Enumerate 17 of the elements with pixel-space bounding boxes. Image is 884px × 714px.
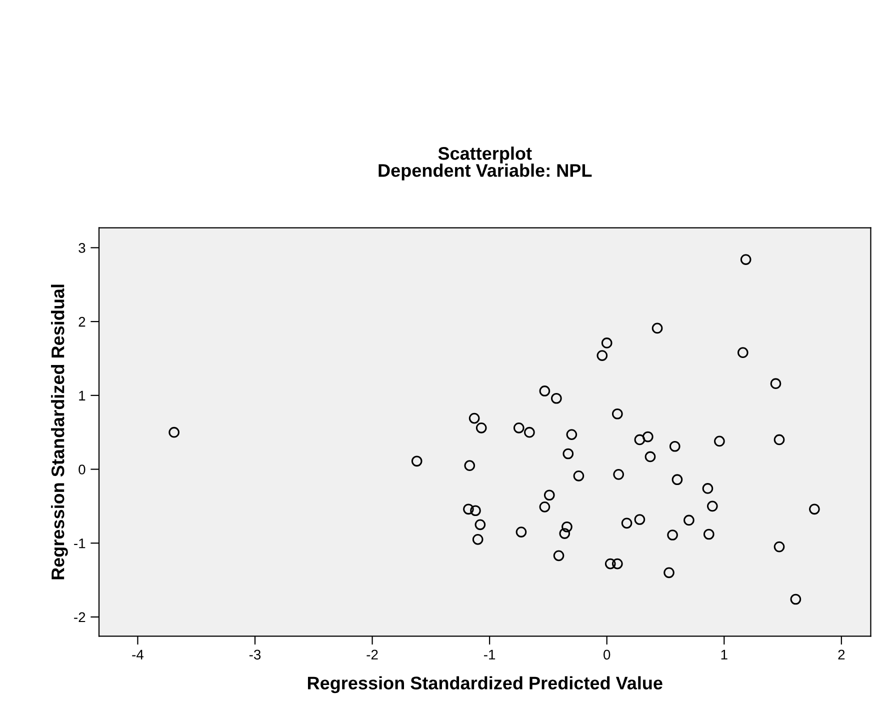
- y-tick-label: 1: [79, 390, 86, 400]
- x-tick-label: 1: [721, 650, 728, 660]
- x-tick-label: 2: [838, 650, 845, 660]
- chart-title: Scatterplot: [438, 146, 532, 164]
- x-axis-title: Regression Standardized Predicted Value: [308, 676, 662, 694]
- y-tick-label: 0: [78, 464, 86, 474]
- x-tick-label: -2: [366, 650, 378, 660]
- y-tick-label: 2: [78, 316, 86, 327]
- x-tick-label: -4: [132, 650, 144, 660]
- y-tick-label: -1: [74, 538, 86, 548]
- y-tick-label: 3: [78, 243, 86, 253]
- x-tick-label: -3: [249, 650, 261, 660]
- chart-subtitle: Dependent Variable: NPL: [378, 164, 592, 180]
- y-tick-label: -2: [74, 612, 86, 622]
- y-axis-title: Regression Standardized Residual: [51, 284, 68, 580]
- x-tick-label: 0: [604, 650, 610, 660]
- x-tick-label: -1: [484, 650, 496, 660]
